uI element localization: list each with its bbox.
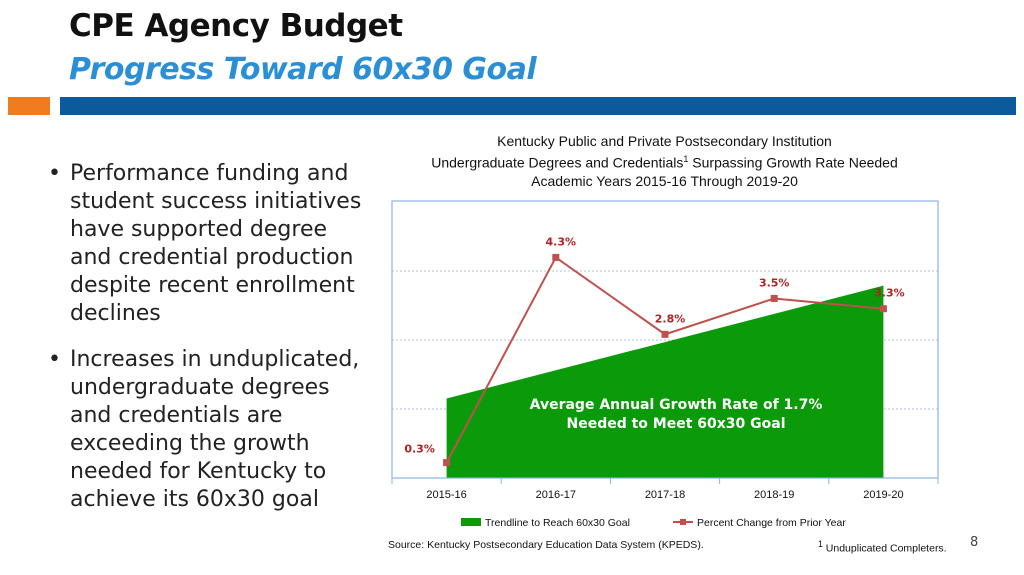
slide-subtitle: Progress Toward 60x30 Goal xyxy=(69,52,537,87)
chart-title-line-2: Undergraduate Degrees and Credentials1 S… xyxy=(392,150,937,172)
data-point-marker xyxy=(879,305,887,313)
chart-footnote: 1 Unduplicated Completers. xyxy=(818,539,947,555)
data-label: 2.8% xyxy=(655,312,686,325)
legend-label: Percent Change from Prior Year xyxy=(697,517,846,529)
data-label: 4.3% xyxy=(546,235,577,248)
bullet-item: • Increases in unduplicated, undergraduat… xyxy=(48,346,368,514)
chart-title-line-1: Kentucky Public and Private Postsecondar… xyxy=(497,133,832,149)
bullet-text: Performance funding and student success … xyxy=(70,161,362,326)
bullet-list: • Performance funding and student success… xyxy=(48,160,368,532)
slide-title: CPE Agency Budget xyxy=(69,8,403,44)
chart-title-line-2-text: Undergraduate Degrees and Credentials xyxy=(431,154,684,171)
data-label: 0.3% xyxy=(404,443,435,456)
chart-title-line-3: Academic Years 2015-16 Through 2019-20 xyxy=(531,172,798,189)
footnote-text: Unduplicated Completers. xyxy=(822,542,947,555)
legend-label: Trendline to Reach 60x30 Goal xyxy=(485,517,630,529)
bullet-dot: • xyxy=(48,161,61,186)
bullet-item: • Performance funding and student success… xyxy=(48,160,368,328)
chart-title-line-2-suffix: Surpassing Growth Rate Needed xyxy=(688,154,898,171)
bullet-dot: • xyxy=(48,347,61,372)
accent-bar-orange xyxy=(8,97,50,115)
data-label: 3.3% xyxy=(874,287,905,300)
x-tick-label: 2016-17 xyxy=(536,489,576,501)
area-annotation-line: Average Annual Growth Rate of 1.7% xyxy=(530,397,823,413)
data-point-marker xyxy=(443,459,451,467)
data-point-marker xyxy=(770,294,778,302)
bullet-text: Increases in unduplicated, undergraduate… xyxy=(70,347,360,512)
x-tick-label: 2018-19 xyxy=(754,489,794,501)
x-tick-label: 2015-16 xyxy=(426,489,466,501)
legend-swatch-marker xyxy=(680,519,686,525)
x-tick-label: 2017-18 xyxy=(645,489,685,501)
chart-title-superscript: 1 xyxy=(683,154,689,164)
chart-source: Source: Kentucky Postsecondary Education… xyxy=(388,539,704,551)
footnote-mark: 1 xyxy=(818,539,823,549)
chart-title: Kentucky Public and Private Postsecondar… xyxy=(392,132,937,190)
accent-bar-blue xyxy=(60,97,1016,115)
trendline-area xyxy=(446,285,884,478)
legend-swatch-area xyxy=(461,518,481,526)
area-annotation-line: Needed to Meet 60x30 Goal xyxy=(566,416,785,432)
page-number: 8 xyxy=(970,535,979,550)
x-tick-label: 2019-20 xyxy=(863,489,903,501)
data-point-marker xyxy=(661,330,669,338)
data-label: 3.5% xyxy=(759,276,790,289)
data-point-marker xyxy=(552,253,560,261)
